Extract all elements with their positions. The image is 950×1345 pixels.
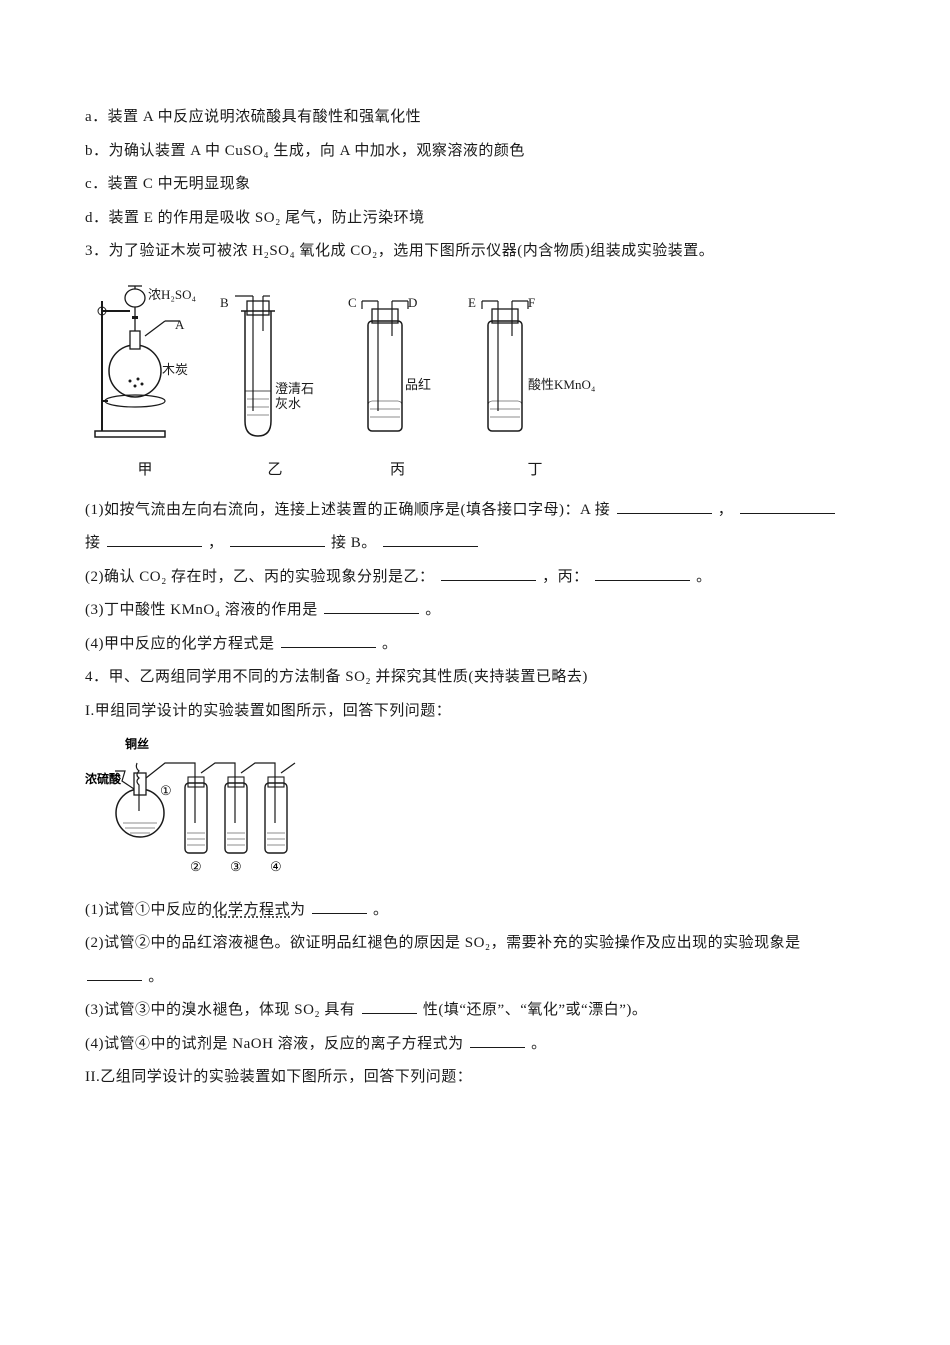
q4-4-text-b: 。: [531, 1036, 547, 1052]
question-4-I: I.甲组同学设计的实验装置如图所示，回答下列问题：: [85, 696, 865, 728]
label-h2so4: 浓H₂SO₄: [148, 281, 196, 308]
apparatus-ding: E F 酸性KMnO₄ 丁: [470, 291, 600, 487]
question-3: 3．为了验证木炭可被浓 H₂SO₄ 氧化成 CO₂，选用下图所示仪器(内含物质)…: [85, 236, 865, 268]
q3-3: (3)丁中酸性 KMnO₄ 溶液的作用是 。: [85, 595, 865, 627]
q3-3-text-b: 。: [425, 602, 441, 618]
q3-2: (2)确认 CO₂ 存在时，乙、丙的实验现象分别是乙： ，丙： 。: [85, 562, 865, 594]
label-C: C: [348, 289, 357, 316]
label-B: B: [220, 289, 229, 316]
q3-2-text-c: 。: [696, 569, 712, 585]
blank: [324, 600, 419, 615]
apparatus-jia: 浓H₂SO₄ A 木炭 甲: [90, 276, 200, 487]
blank: [107, 533, 202, 548]
blank: [362, 1000, 417, 1015]
wash-bottle-icon: [350, 291, 445, 441]
q3-1-text-e: 接 B。: [331, 535, 377, 551]
q4-2-cont: 。: [85, 962, 865, 994]
q4-1-dotted: 化学方程式: [213, 902, 291, 918]
label-E: E: [468, 289, 476, 316]
figure-q4: 铜丝 浓硫酸 ① ② ③ ④: [85, 733, 865, 891]
label-charcoal: 木炭: [162, 356, 188, 383]
label-cuwire-svg: 铜丝: [125, 736, 149, 751]
label-pinhong: 品红: [405, 371, 431, 398]
blank: [740, 499, 835, 514]
q3-1: (1)如按气流由左向右流向，连接上述装置的正确顺序是(填各接口字母)：A 接 ，: [85, 495, 865, 527]
question-4: 4．甲、乙两组同学用不同的方法制备 SO₂ 并探究其性质(夹持装置已略去): [85, 662, 865, 694]
blank: [230, 533, 325, 548]
label-A: A: [175, 311, 184, 338]
option-c: c．装置 C 中无明显现象: [85, 169, 865, 201]
q3-1-cont: 接 ， 接 B。: [85, 528, 865, 560]
test-tube-icon: [225, 291, 325, 441]
label-ding: 丁: [470, 455, 600, 487]
q4-1: (1)试管①中反应的化学方程式为 。: [85, 895, 865, 927]
q3-1-text-c: 接: [85, 535, 101, 551]
option-a: a．装置 A 中反应说明浓硫酸具有酸性和强氧化性: [85, 102, 865, 134]
label-D: D: [408, 289, 417, 316]
blank: [383, 533, 478, 548]
blank: [470, 1033, 525, 1048]
q3-2-text-a: (2)确认 CO₂ 存在时，乙、丙的实验现象分别是乙：: [85, 569, 435, 585]
q4-3-text-a: (3)试管③中的溴水褪色，体现 SO₂ 具有: [85, 1002, 355, 1018]
option-b: b．为确认装置 A 中 CuSO₄ 生成，向 A 中加水，观察溶液的颜色: [85, 136, 865, 168]
blank: [281, 633, 376, 648]
blank: [87, 966, 142, 981]
blank: [617, 499, 712, 514]
q4-3: (3)试管③中的溴水褪色，体现 SO₂ 具有 性(填“还原”、“氧化”或“漂白”…: [85, 995, 865, 1027]
figure-q3: 浓H₂SO₄ A 木炭 甲: [85, 276, 865, 487]
label-jia: 甲: [90, 455, 200, 487]
q3-4-text-b: 。: [382, 636, 398, 652]
q4-2-text-b: 。: [148, 969, 164, 985]
q3-4: (4)甲中反应的化学方程式是 。: [85, 629, 865, 661]
q4-4: (4)试管④中的试剂是 NaOH 溶液，反应的离子方程式为 。: [85, 1029, 865, 1061]
apparatus-train-icon: 铜丝 浓硫酸 ① ② ③ ④: [85, 733, 325, 878]
apparatus-yi: B 澄清石 灰水 乙: [225, 291, 325, 487]
q4-2: (2)试管②中的品红溶液褪色。欲证明品红褪色的原因是 SO₂，需要补充的实验操作…: [85, 928, 865, 960]
exam-page: a．装置 A 中反应说明浓硫酸具有酸性和强氧化性 b．为确认装置 A 中 CuS…: [0, 0, 950, 1345]
label-yi: 乙: [225, 455, 325, 487]
label-n2-svg: ②: [190, 859, 202, 874]
q4-4-text-a: (4)试管④中的试剂是 NaOH 溶液，反应的离子方程式为: [85, 1036, 464, 1052]
question-4-II: II.乙组同学设计的实验装置如下图所示，回答下列问题：: [85, 1062, 865, 1094]
q3-1-text-b: ，: [718, 502, 734, 518]
apparatus-row: 浓H₂SO₄ A 木炭 甲: [85, 276, 865, 487]
blank: [441, 566, 536, 581]
option-d: d．装置 E 的作用是吸收 SO₂ 尾气，防止污染环境: [85, 203, 865, 235]
q4-1-text-a: (1)试管①中反应的: [85, 902, 213, 918]
label-bing: 丙: [350, 455, 445, 487]
apparatus-bing: C D 品红 丙: [350, 291, 445, 487]
label-n3-svg: ③: [230, 859, 242, 874]
q3-3-text-a: (3)丁中酸性 KMnO₄ 溶液的作用是: [85, 602, 318, 618]
blank: [595, 566, 690, 581]
label-F: F: [528, 289, 535, 316]
q3-1-text-a: (1)如按气流由左向右流向，连接上述装置的正确顺序是(填各接口字母)：A 接: [85, 502, 610, 518]
q4-3-text-b: 性(填“还原”、“氧化”或“漂白”)。: [423, 1002, 647, 1018]
label-h2so4-svg: 浓硫酸: [85, 771, 122, 786]
label-n4-svg: ④: [270, 859, 282, 874]
q3-1-text-d: ，: [208, 535, 224, 551]
label-kmno4: 酸性KMnO₄: [528, 371, 595, 398]
q4-1-text-c: 。: [373, 902, 389, 918]
label-lime: 澄清石 灰水: [275, 381, 314, 412]
blank: [312, 899, 367, 914]
q4-1-text-b: 为: [290, 902, 306, 918]
q3-2-text-b: ，丙：: [542, 569, 589, 585]
label-n1-svg: ①: [160, 783, 172, 798]
q3-4-text-a: (4)甲中反应的化学方程式是: [85, 636, 275, 652]
